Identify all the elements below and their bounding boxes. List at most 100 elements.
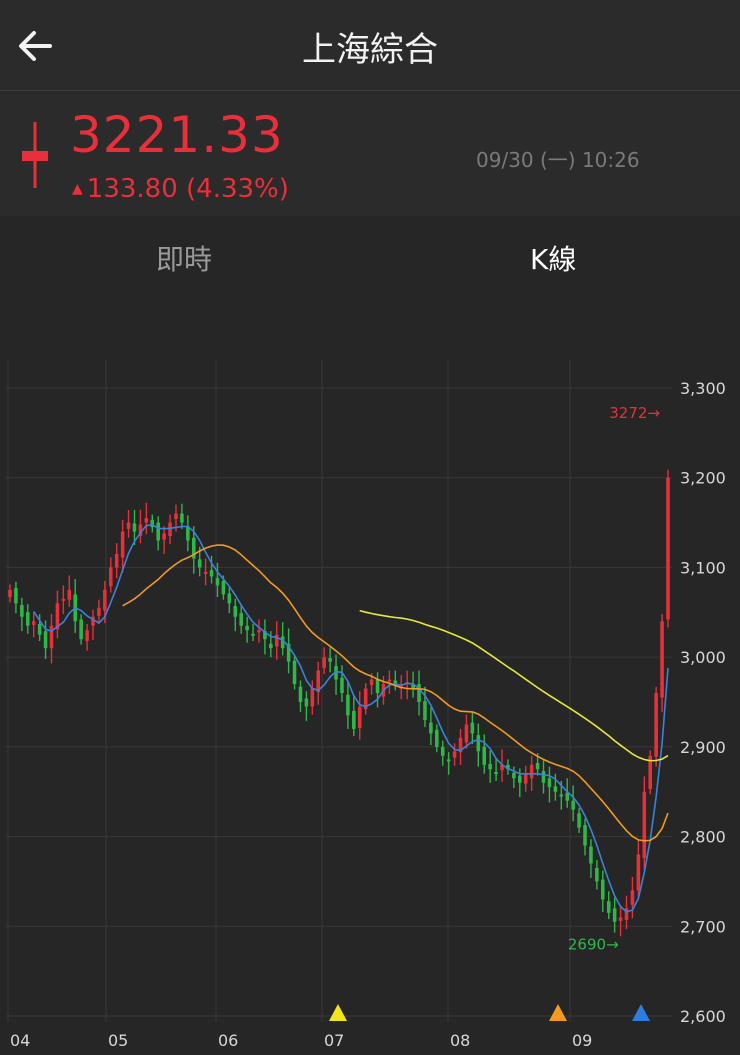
y-tick-label: 3,100 — [680, 558, 726, 577]
index-change: ▲ 133.80 (4.33%) — [72, 174, 289, 204]
candle-body — [55, 603, 60, 630]
y-tick-label: 3,300 — [680, 379, 726, 398]
candle-body — [251, 633, 255, 636]
candle-body — [618, 917, 623, 921]
candle-body — [642, 791, 647, 859]
candle-body — [547, 778, 552, 788]
candle-body — [138, 524, 143, 537]
candle-body — [203, 571, 208, 574]
candle-body — [233, 606, 238, 617]
kline-chart[interactable]: 3,300 3,200 3,100 3,000 2,900 2,800 2,700 2,600… — [0, 300, 740, 1055]
candle-body — [458, 737, 463, 753]
candle-body — [97, 607, 101, 616]
candle-body — [114, 553, 119, 568]
candle-body — [470, 722, 475, 734]
y-tick-label: 3,000 — [680, 648, 726, 667]
low-marker-label: 2690→ — [568, 935, 619, 953]
tab-kline[interactable]: K線 — [530, 243, 577, 276]
candle-body — [328, 658, 332, 662]
candle-body — [553, 786, 558, 792]
candle-body — [263, 631, 267, 640]
candle-body — [14, 588, 18, 604]
candle-body — [49, 625, 54, 649]
candle-body — [186, 526, 190, 541]
top-bar: 上海綜合 — [0, 0, 740, 91]
candle-body — [583, 824, 587, 846]
y-tick-label: 2,600 — [680, 1007, 726, 1026]
candle-trend-icon — [22, 122, 48, 188]
candle-body — [304, 698, 309, 707]
ma5-line — [33, 523, 669, 913]
candle-body — [37, 623, 42, 635]
candle-body — [435, 729, 439, 747]
candle-body — [565, 792, 570, 801]
candle-body — [156, 522, 160, 541]
candle-body — [269, 643, 273, 649]
candle-body — [660, 621, 664, 698]
candle-body — [168, 522, 172, 537]
candle-body — [624, 908, 629, 921]
signal-triangle-icon — [329, 1004, 347, 1021]
candle-body — [423, 701, 427, 720]
candle-body — [440, 746, 445, 756]
y-tick-label: 2,900 — [680, 738, 726, 757]
candle-body — [529, 764, 534, 779]
candle-body — [352, 710, 356, 729]
candle-body — [108, 567, 113, 587]
candle-body — [286, 643, 291, 662]
candle-body — [393, 680, 398, 685]
signal-triangle-icon — [632, 1004, 650, 1021]
candle-body — [506, 764, 510, 770]
candle-body — [20, 605, 24, 617]
candle-body — [606, 901, 611, 913]
candle-body — [310, 688, 315, 707]
x-tick-label: 09 — [572, 1031, 592, 1050]
change-value: 133.80 (4.33%) — [86, 174, 289, 204]
candle-body — [636, 854, 641, 891]
candle-body — [411, 684, 415, 689]
candle-body — [346, 694, 350, 716]
candle-body — [589, 846, 593, 864]
candle-body — [126, 522, 131, 529]
arrow-left-icon[interactable] — [14, 24, 58, 68]
candle-body — [464, 724, 469, 743]
candle-body — [150, 519, 155, 528]
x-tick-label: 05 — [108, 1031, 128, 1050]
candle-body — [429, 722, 433, 734]
quote-panel — [0, 91, 740, 216]
candle-body — [292, 660, 297, 685]
candle-body — [85, 630, 89, 641]
candle-body — [174, 513, 178, 519]
x-tick-label: 04 — [10, 1031, 30, 1050]
signal-triangle-icon — [549, 1004, 567, 1021]
x-tick-label: 08 — [450, 1031, 470, 1050]
candle-body — [221, 580, 226, 595]
candle-body — [257, 630, 261, 633]
candle-body — [535, 763, 540, 770]
candle-body — [482, 746, 487, 765]
candle-body — [79, 619, 83, 640]
candle-body — [298, 686, 303, 702]
candle-body — [120, 531, 125, 558]
candle-body — [601, 879, 605, 900]
candle-body — [245, 625, 249, 631]
page-title: 上海綜合 — [302, 30, 438, 70]
candle-body — [612, 908, 617, 922]
candle-body — [91, 616, 95, 626]
tab-bar: 即時 K線 — [0, 216, 740, 296]
tab-realtime[interactable]: 即時 — [156, 243, 213, 276]
candle-body — [322, 657, 326, 668]
candle-body — [488, 763, 492, 770]
candle-body — [103, 589, 107, 611]
candle-body — [144, 518, 149, 523]
high-marker-label: 3272→ — [609, 404, 660, 422]
candle-body — [559, 794, 564, 797]
x-tick-label: 06 — [218, 1031, 238, 1050]
candle-body — [280, 636, 285, 649]
candle-body — [446, 759, 451, 762]
candle-body — [239, 613, 243, 626]
candle-body — [61, 598, 66, 601]
candle-body — [648, 755, 652, 790]
ma20-line — [122, 544, 669, 842]
candle-body — [162, 533, 166, 540]
